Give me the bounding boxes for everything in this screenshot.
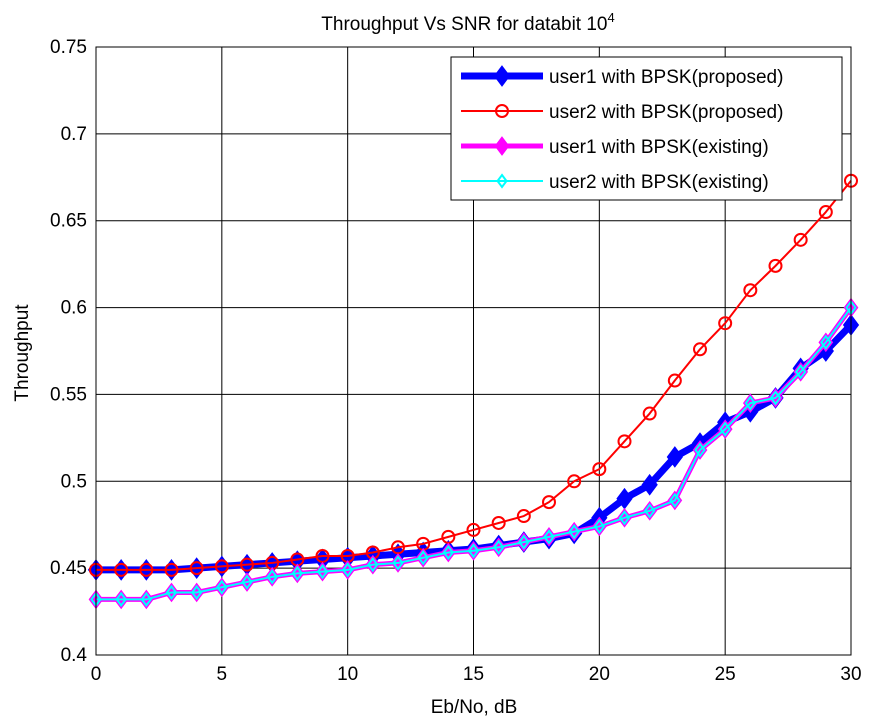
data-point bbox=[266, 569, 278, 585]
legend-item: user2 with BPSK(proposed) bbox=[461, 102, 783, 123]
data-point bbox=[492, 539, 505, 555]
data-point bbox=[241, 574, 253, 590]
legend-box bbox=[450, 56, 843, 201]
data-point bbox=[793, 232, 808, 247]
legend-item: user2 with BPSK(existing) bbox=[461, 172, 769, 193]
x-tick-label: 5 bbox=[217, 664, 228, 685]
legend-swatch-marker bbox=[496, 173, 508, 189]
chart-title-text: Throughput Vs SNR for databit 10 bbox=[321, 14, 607, 35]
data-point bbox=[617, 434, 632, 449]
data-point bbox=[139, 562, 154, 577]
data-point bbox=[417, 550, 429, 566]
y-axis-ticks: 0.4 0.45 0.5 0.55 0.6 0.65 0.7 0.75 bbox=[50, 37, 87, 666]
data-point bbox=[693, 342, 707, 357]
series-4 bbox=[90, 299, 857, 608]
y-axis-label: Throughput bbox=[12, 304, 33, 402]
y-tick-label: 0.45 bbox=[50, 558, 87, 579]
data-point bbox=[820, 334, 832, 350]
data-point bbox=[543, 529, 555, 545]
data-point bbox=[618, 510, 631, 526]
data-point bbox=[768, 258, 783, 273]
y-tick-label: 0.75 bbox=[50, 37, 87, 58]
series-line bbox=[96, 180, 852, 571]
data-point bbox=[367, 557, 379, 573]
data-point bbox=[744, 395, 757, 411]
x-tick-label: 20 bbox=[589, 664, 610, 685]
y-tick-label: 0.6 bbox=[61, 298, 87, 319]
data-point bbox=[114, 562, 129, 577]
data-point bbox=[794, 364, 807, 380]
data-point bbox=[341, 562, 354, 578]
data-point bbox=[467, 543, 480, 559]
data-point bbox=[694, 442, 706, 458]
chart-title: Throughput Vs SNR for databit 104 bbox=[321, 10, 614, 35]
x-tick-label: 25 bbox=[715, 664, 736, 685]
data-point bbox=[567, 474, 582, 489]
data-point bbox=[592, 462, 607, 477]
x-tick-label: 30 bbox=[840, 664, 861, 685]
y-tick-label: 0.55 bbox=[50, 384, 87, 405]
data-point bbox=[140, 591, 153, 608]
data-point bbox=[466, 522, 481, 537]
legend: user1 with BPSK(proposed) user2 with BPSK… bbox=[450, 56, 843, 201]
y-tick-label: 0.5 bbox=[61, 471, 87, 492]
data-point bbox=[214, 559, 229, 574]
data-point bbox=[542, 495, 556, 510]
data-point bbox=[165, 584, 178, 601]
x-tick-label: 15 bbox=[463, 664, 484, 685]
data-point bbox=[291, 565, 304, 582]
data-point bbox=[719, 421, 731, 437]
plot-frame bbox=[95, 46, 852, 656]
data-point bbox=[316, 563, 329, 580]
data-point bbox=[666, 446, 683, 468]
series-line bbox=[96, 306, 852, 601]
data-point bbox=[392, 555, 404, 571]
data-point bbox=[491, 515, 506, 530]
y-tick-label: 0.65 bbox=[50, 211, 87, 232]
legend-label: user1 with BPSK(existing) bbox=[549, 137, 769, 158]
data-point bbox=[743, 283, 758, 298]
legend-item: user1 with BPSK(proposed) bbox=[461, 65, 783, 88]
data-point bbox=[442, 544, 455, 561]
data-point bbox=[190, 584, 203, 601]
data-point bbox=[115, 591, 127, 608]
data-point bbox=[667, 373, 682, 388]
data-point bbox=[516, 509, 531, 524]
x-tick-label: 0 bbox=[91, 664, 102, 685]
data-point bbox=[718, 316, 733, 331]
data-point bbox=[593, 518, 606, 535]
data-point bbox=[641, 473, 658, 496]
x-axis-ticks: 0 5 10 15 20 25 30 bbox=[91, 664, 862, 685]
x-axis-label: Eb/No, dB bbox=[431, 697, 518, 718]
data-point bbox=[642, 406, 657, 421]
data-point bbox=[669, 492, 681, 509]
data-point bbox=[818, 205, 833, 220]
legend-item: user1 with BPSK(existing) bbox=[461, 136, 769, 158]
data-point bbox=[568, 523, 580, 540]
legend-label: user2 with BPSK(existing) bbox=[549, 172, 769, 193]
data-point bbox=[240, 557, 254, 572]
data-point bbox=[216, 579, 228, 595]
legend-swatch-marker bbox=[494, 136, 510, 156]
y-tick-label: 0.7 bbox=[61, 124, 87, 145]
data-point bbox=[164, 562, 179, 577]
data-point bbox=[769, 390, 782, 406]
chart-title-superscript: 4 bbox=[607, 10, 614, 25]
legend-label: user1 with BPSK(proposed) bbox=[549, 67, 783, 88]
y-tick-label: 0.4 bbox=[61, 645, 88, 666]
legend-swatch-marker bbox=[495, 104, 509, 118]
data-point bbox=[189, 561, 204, 576]
data-point bbox=[518, 534, 530, 550]
x-tick-label: 10 bbox=[337, 664, 358, 685]
data-point bbox=[643, 503, 656, 519]
legend-swatch-marker bbox=[493, 65, 511, 87]
legend-label: user2 with BPSK(proposed) bbox=[549, 102, 783, 123]
